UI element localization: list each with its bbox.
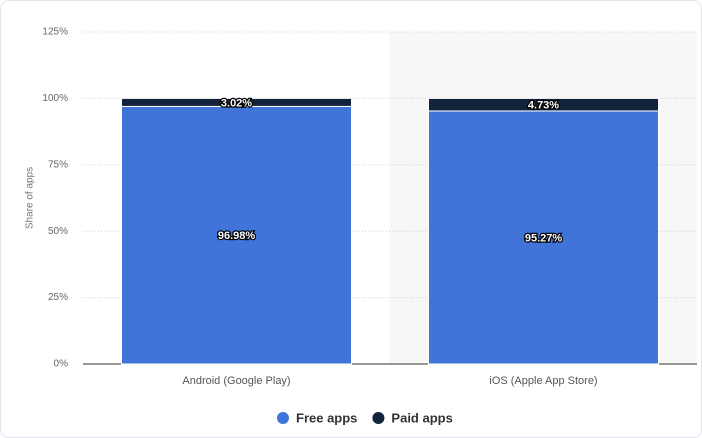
legend-label: Free apps	[296, 410, 357, 425]
x-tick-label: Android (Google Play)	[182, 375, 290, 387]
y-tick-label: 0%	[54, 359, 69, 370]
data-label: 96.98%	[218, 230, 256, 242]
x-tick-label: iOS (Apple App Store)	[489, 375, 597, 387]
y-tick-label: 25%	[48, 292, 68, 303]
data-label: 4.73%	[528, 100, 559, 112]
y-axis-label: Share of apps	[25, 167, 36, 229]
data-label: 3.02%	[221, 97, 252, 109]
bar-segment	[428, 97, 659, 112]
bar-segment	[121, 97, 352, 107]
y-tick-label: 125%	[42, 27, 68, 38]
legend-label: Paid apps	[391, 410, 452, 425]
legend-marker	[277, 412, 289, 424]
legend-marker	[372, 412, 385, 424]
y-tick-label: 50%	[48, 226, 68, 237]
y-tick-label: 100%	[42, 93, 68, 104]
y-tick-label: 75%	[48, 159, 68, 170]
data-label: 95.27%	[525, 232, 563, 244]
bar-segment	[428, 110, 659, 365]
